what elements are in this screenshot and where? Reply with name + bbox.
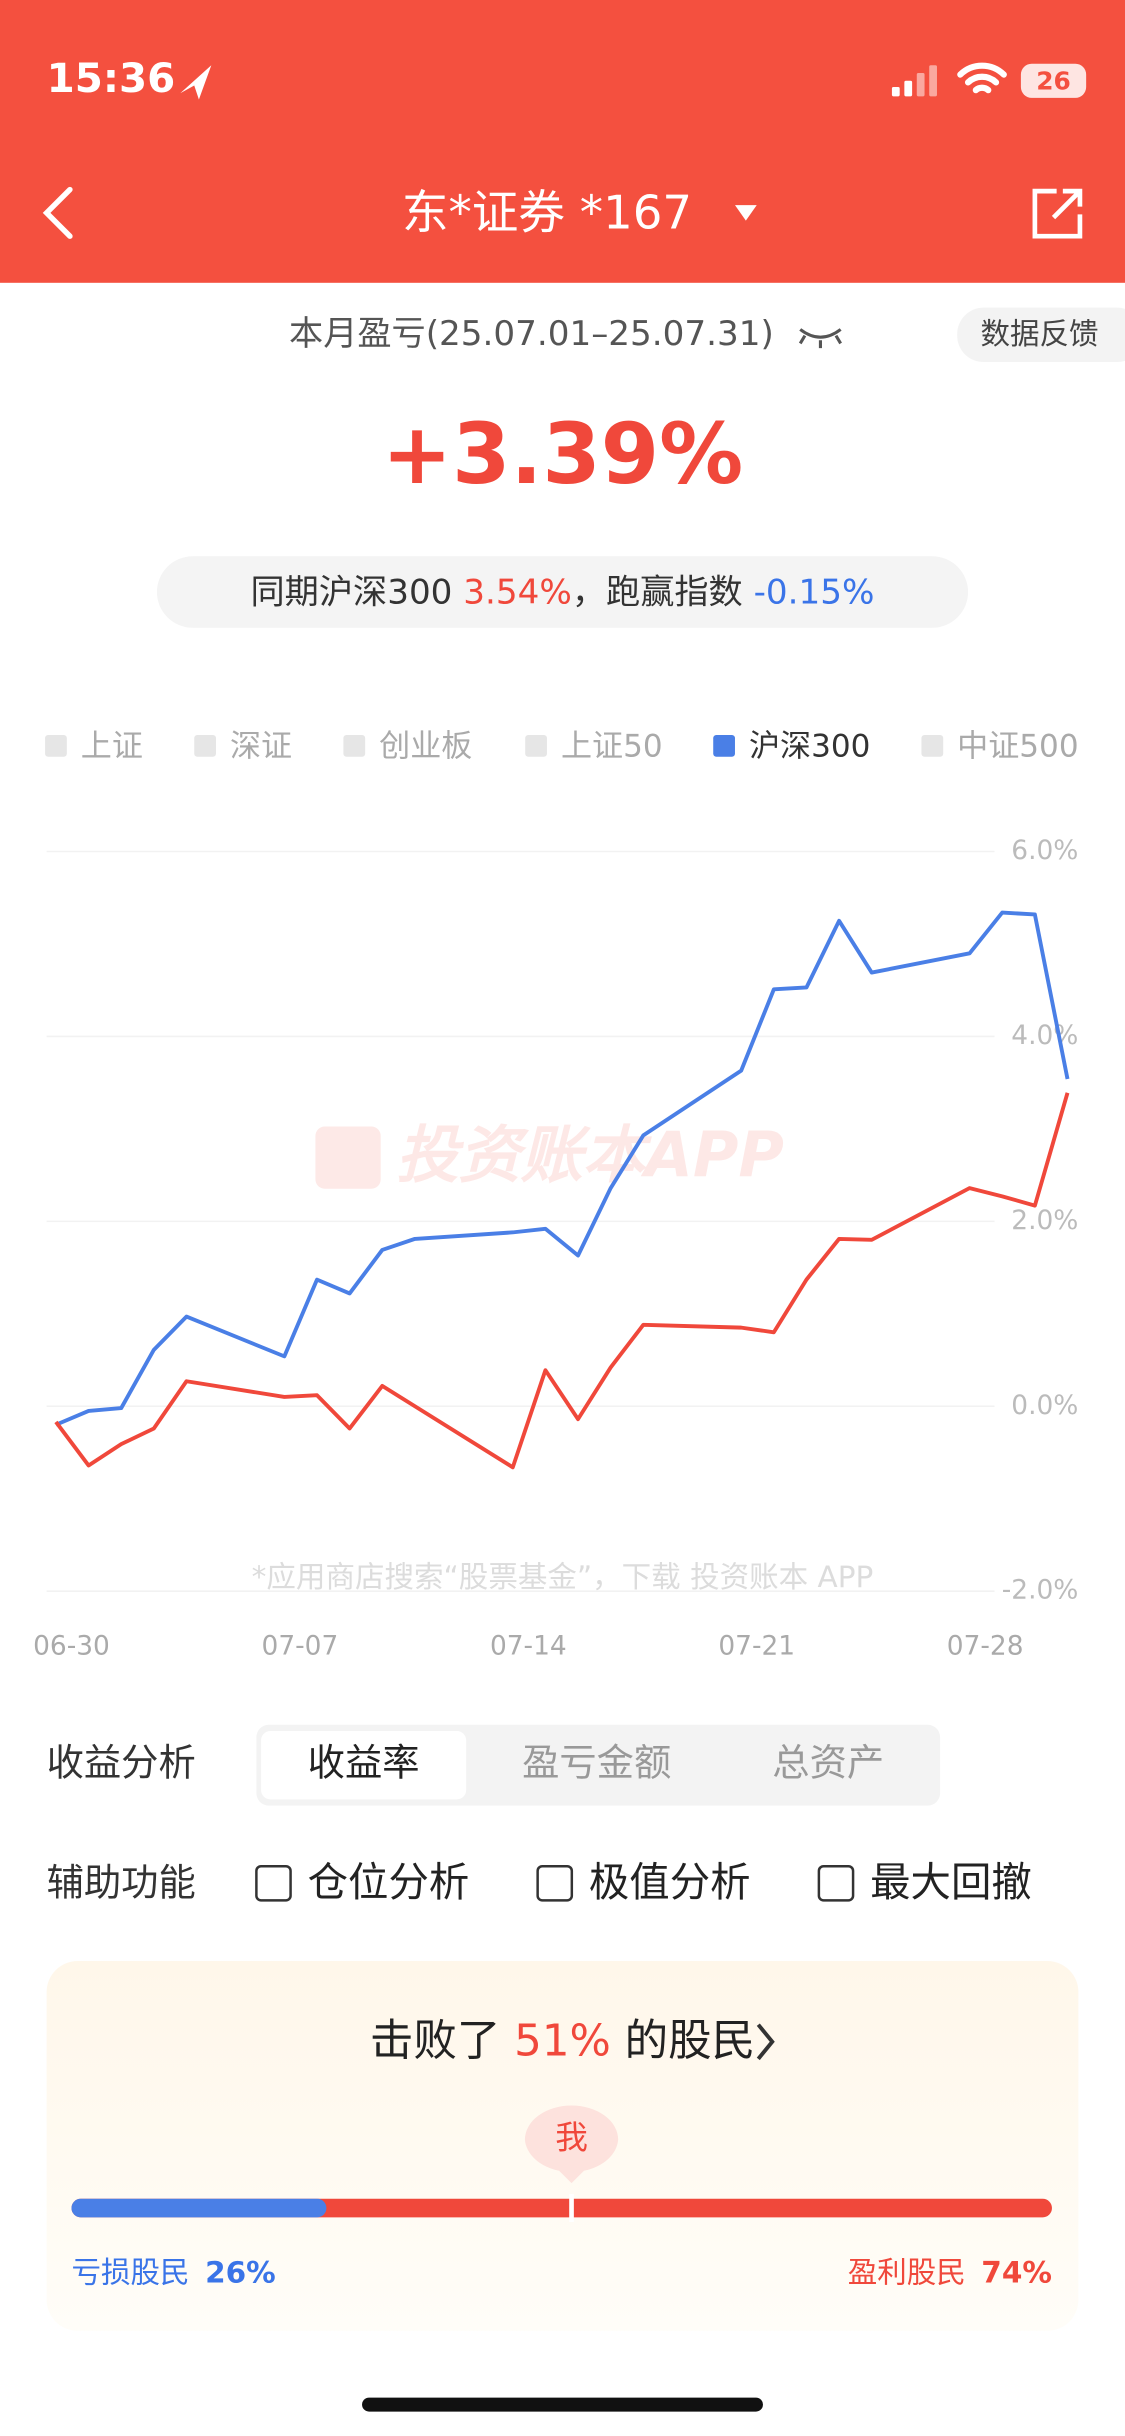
legend-label[interactable]: 上证50	[561, 728, 663, 764]
legend-label[interactable]: 中证500	[957, 728, 1078, 764]
rank-arrow[interactable]	[756, 2023, 775, 2061]
legend-swatch[interactable]	[343, 734, 366, 757]
rank-prefix: 击败了	[370, 2016, 514, 2066]
checkbox-label[interactable]: 极值分析	[589, 1858, 751, 1906]
y-tick-label: -2.0%	[1002, 1575, 1079, 1606]
x-tick-label: 07-07	[262, 1631, 339, 1662]
battery-icon	[1020, 63, 1087, 98]
checkbox[interactable]	[817, 1864, 855, 1902]
checkbox-label[interactable]: 最大回撤	[870, 1858, 1032, 1906]
period: 本月盈亏(25.07.01–25.07.31)	[289, 314, 774, 354]
compare-value: 3.54%	[463, 572, 572, 612]
profit-name: 盈利股民	[848, 2255, 966, 2289]
return-value: +3.39%	[382, 405, 743, 503]
legend-swatch[interactable]	[194, 734, 216, 757]
watermark-text: 投资账本APP	[396, 1118, 784, 1191]
profit-label: 盈利股民 74%	[848, 2255, 1052, 2289]
loss-bar	[71, 2198, 327, 2218]
loss-value: 26%	[205, 2255, 276, 2289]
back-button[interactable]	[42, 186, 73, 239]
legend-label[interactable]: 创业板	[379, 728, 472, 764]
chart: 上证 深证 创业板 上证50 沪深300 中证500 -2.0% 0.0% 2.0% 4.0% 6.…	[33, 728, 1078, 1661]
me-marker	[569, 2194, 574, 2223]
loss-name: 亏损股民	[71, 2255, 189, 2289]
rank-suffix: 的股民	[611, 2016, 755, 2066]
series-line	[55, 910, 1070, 1427]
rank-title[interactable]: 击败了 51% 的股民	[370, 2016, 755, 2066]
y-tick-label: 4.0%	[1011, 1020, 1078, 1051]
tabs: 收益率 盈亏金额 总资产	[261, 1731, 884, 1800]
share-button[interactable]	[1032, 188, 1083, 239]
signal-icon	[891, 65, 937, 97]
tab-label[interactable]: 盈亏金额	[522, 1741, 671, 1785]
compare-excess: -0.15%	[754, 572, 875, 612]
legend-swatch[interactable]	[45, 734, 67, 757]
legend-label[interactable]: 上证	[81, 728, 143, 764]
profit-value: 74%	[981, 2255, 1052, 2289]
x-tick-label: 07-28	[947, 1631, 1024, 1662]
nav-title[interactable]: 东*证券 *167	[402, 185, 692, 239]
feedback-button[interactable]	[957, 307, 1125, 363]
series-line	[54, 1092, 1070, 1470]
x-tick-label: 07-14	[490, 1631, 567, 1662]
checkbox-label[interactable]: 仓位分析	[308, 1858, 470, 1906]
checkbox[interactable]	[536, 1864, 574, 1902]
tab-selected[interactable]	[261, 1731, 467, 1800]
compare-text: 同期沪深300 3.54%，跑赢指数 -0.15%	[251, 572, 875, 612]
me-label: 我	[555, 2119, 588, 2157]
y-tick-label: 6.0%	[1011, 835, 1078, 866]
compare-middle: ，跑赢指数	[572, 572, 754, 612]
status-time: 15:36	[47, 54, 176, 102]
location-icon	[180, 65, 212, 100]
account-dropdown[interactable]	[734, 205, 757, 221]
tab-label[interactable]: 总资产	[772, 1741, 884, 1785]
home-indicator	[362, 2397, 763, 2412]
y-tick-label: 0.0%	[1011, 1390, 1078, 1421]
tab-label[interactable]: 收益率	[308, 1741, 420, 1785]
x-tick-label: 06-30	[33, 1631, 110, 1662]
wifi-icon	[957, 62, 1007, 94]
checkbox[interactable]	[255, 1864, 292, 1902]
rank-beat: 51%	[514, 2016, 611, 2066]
legend-label[interactable]: 深证	[230, 728, 292, 764]
legend-swatch[interactable]	[525, 734, 547, 757]
legend-swatch[interactable]	[921, 734, 944, 757]
tools: 仓位分析 极值分析 最大回撤	[255, 1858, 1032, 1906]
analysis-label: 收益分析	[47, 1741, 196, 1785]
hide-toggle[interactable]	[798, 328, 842, 349]
battery-level: 26	[1036, 66, 1071, 95]
compare-prefix: 同期沪深300	[251, 572, 464, 612]
feedback-label[interactable]: 数据反馈	[980, 317, 1098, 351]
me-bubble	[524, 2105, 619, 2184]
rank-bar: 我	[71, 2105, 1052, 2223]
y-tick-label: 2.0%	[1011, 1205, 1078, 1236]
loss-label: 亏损股民 26%	[71, 2255, 275, 2289]
compare-pill	[156, 556, 969, 628]
legend-label[interactable]: 沪深300	[749, 728, 870, 764]
watermark: 投资账本APP	[315, 1118, 784, 1191]
header	[0, 0, 1125, 283]
chart-footnote: *应用商店搜索“股票基金”，下载 投资账本 APP	[252, 1560, 874, 1594]
tools-label: 辅助功能	[47, 1860, 196, 1904]
legend-swatch[interactable]	[713, 734, 735, 757]
x-tick-label: 07-21	[718, 1631, 795, 1662]
